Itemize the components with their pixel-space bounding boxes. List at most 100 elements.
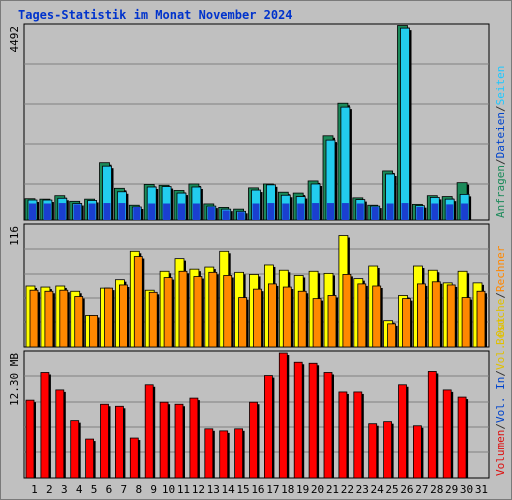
legend-entry: /: [494, 423, 507, 430]
bar-seiten: [43, 203, 51, 220]
bar-volumen: [189, 397, 199, 479]
x-tick-label: 18: [281, 483, 294, 496]
bar-volumen: [129, 437, 139, 479]
bar-volumen: [293, 361, 303, 479]
bar-seiten: [252, 203, 260, 220]
bar-volumen: [25, 399, 35, 479]
bar-rechner: [89, 315, 98, 348]
y-max-label: 4492: [8, 26, 21, 53]
legend-panel-top: Anfragen/Dateien/Seiten: [494, 66, 507, 218]
x-tick-label: 13: [207, 483, 220, 496]
bar-seiten: [178, 203, 185, 220]
x-axis-labels: 1 2 3 4 5 6 7 8 9 10 11 12 13 14 15 16 17 18 19 20 21 22 23 24 2…: [31, 483, 488, 496]
bar-volumen: [219, 430, 229, 479]
legend-entry: /: [494, 292, 507, 299]
bar-seiten: [386, 203, 394, 220]
bar-volumen: [100, 403, 109, 479]
x-tick-label: 16: [251, 483, 264, 496]
bar-seiten: [312, 203, 320, 220]
bar-seiten: [58, 203, 66, 220]
x-tick-label: 23: [356, 483, 369, 496]
x-tick-label: 26: [400, 483, 413, 496]
bar-volumen: [278, 352, 288, 479]
x-tick-label: 20: [311, 483, 324, 496]
bar-seiten: [341, 203, 349, 220]
bar-rechner: [253, 288, 262, 348]
bar-volumen: [40, 372, 50, 479]
bar-volumen: [204, 428, 214, 479]
legend-entry: Vol. In: [494, 377, 507, 423]
x-tick-label: 22: [341, 483, 354, 496]
x-tick-label: 4: [76, 483, 83, 496]
bar-volumen: [353, 391, 363, 479]
legend-panel-bottom: Volumen/Vol. In/Vol. Out: [494, 317, 507, 476]
y-max-label: 12.30 MB: [8, 353, 21, 406]
x-tick-label: 9: [150, 483, 157, 496]
x-tick-label: 17: [266, 483, 279, 496]
bar-seiten: [133, 206, 141, 220]
bar-seiten: [148, 203, 156, 220]
bar-seiten: [461, 203, 469, 220]
bar-seiten: [267, 203, 275, 220]
legend-panel-middle: Besuche/Rechner: [494, 245, 507, 345]
bar-rechner: [387, 323, 397, 348]
x-tick-label: 24: [371, 483, 385, 496]
x-tick-label: 14: [222, 483, 236, 496]
bar-seiten: [192, 203, 200, 220]
bar-rechner: [104, 287, 113, 348]
bar-rechner: [148, 291, 158, 348]
bar-rechner: [44, 290, 54, 348]
bar-rechner: [431, 281, 441, 348]
bar-seiten: [371, 206, 379, 220]
bar-volumen: [249, 401, 258, 479]
bar-rechner: [342, 274, 352, 348]
bar-volumen: [159, 401, 169, 479]
bar-seiten: [103, 203, 111, 220]
bar-seiten: [222, 210, 230, 220]
bar-volumen: [115, 405, 124, 479]
legend-entry: Rechner: [494, 245, 507, 292]
bar-rechner: [193, 276, 203, 348]
bar-volumen: [144, 384, 154, 479]
x-tick-label: 11: [177, 483, 190, 496]
panel-middle: 116 Besuche/Rechner: [8, 223, 507, 348]
bar-seiten: [207, 206, 215, 220]
x-tick-label: 30: [460, 483, 473, 496]
x-tick-label: 21: [326, 483, 339, 496]
bar-seiten: [73, 204, 81, 220]
bar-seiten: [237, 212, 245, 220]
bar-volumen: [308, 362, 318, 479]
bar-rechner: [402, 298, 411, 348]
legend-entry: /: [494, 370, 507, 377]
bar-seiten: [356, 203, 364, 220]
bar-volumen: [412, 425, 422, 479]
bar-seiten: [446, 204, 454, 220]
bar-rechner: [461, 297, 471, 348]
bar-rechner: [29, 289, 39, 348]
bar-volumen: [70, 420, 80, 479]
legend-entry: Anfragen: [494, 165, 507, 218]
bar-rechner: [133, 256, 143, 348]
bar-seiten: [282, 203, 290, 220]
x-tick-label: 1: [31, 483, 38, 496]
y-max-label: 116: [8, 226, 21, 246]
x-tick-label: 28: [430, 483, 443, 496]
bar-rechner: [327, 295, 337, 348]
x-tick-label: 7: [121, 483, 128, 496]
x-tick-label: 19: [296, 483, 309, 496]
legend-entry: Seiten: [494, 66, 507, 106]
bar-volumen: [442, 389, 452, 479]
legend-entry: Besuche: [494, 299, 507, 345]
bar-seiten: [163, 203, 171, 220]
bar-volumen: [263, 375, 273, 479]
x-tick-label: 5: [91, 483, 98, 496]
bar-rechner: [357, 283, 367, 348]
bar-volumen: [383, 421, 393, 479]
x-tick-label: 31: [475, 483, 488, 496]
legend-entry: /: [494, 158, 507, 165]
bar-volumen: [368, 423, 378, 479]
bar-rechner: [267, 283, 277, 348]
bar-seiten: [401, 203, 409, 220]
x-tick-label: 8: [135, 483, 142, 496]
bar-rechner: [119, 284, 128, 348]
